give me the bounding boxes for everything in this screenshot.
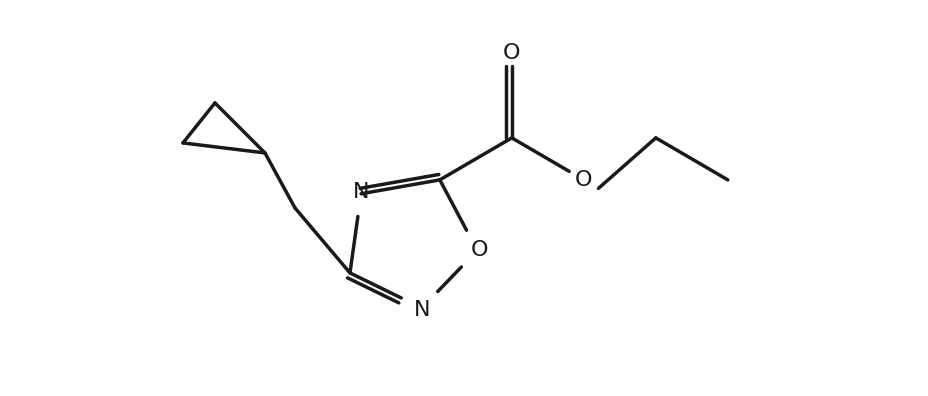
Text: O: O (574, 170, 592, 190)
Text: N: N (353, 182, 369, 202)
Text: O: O (503, 43, 520, 63)
Text: N: N (413, 300, 430, 320)
Text: O: O (470, 240, 487, 261)
